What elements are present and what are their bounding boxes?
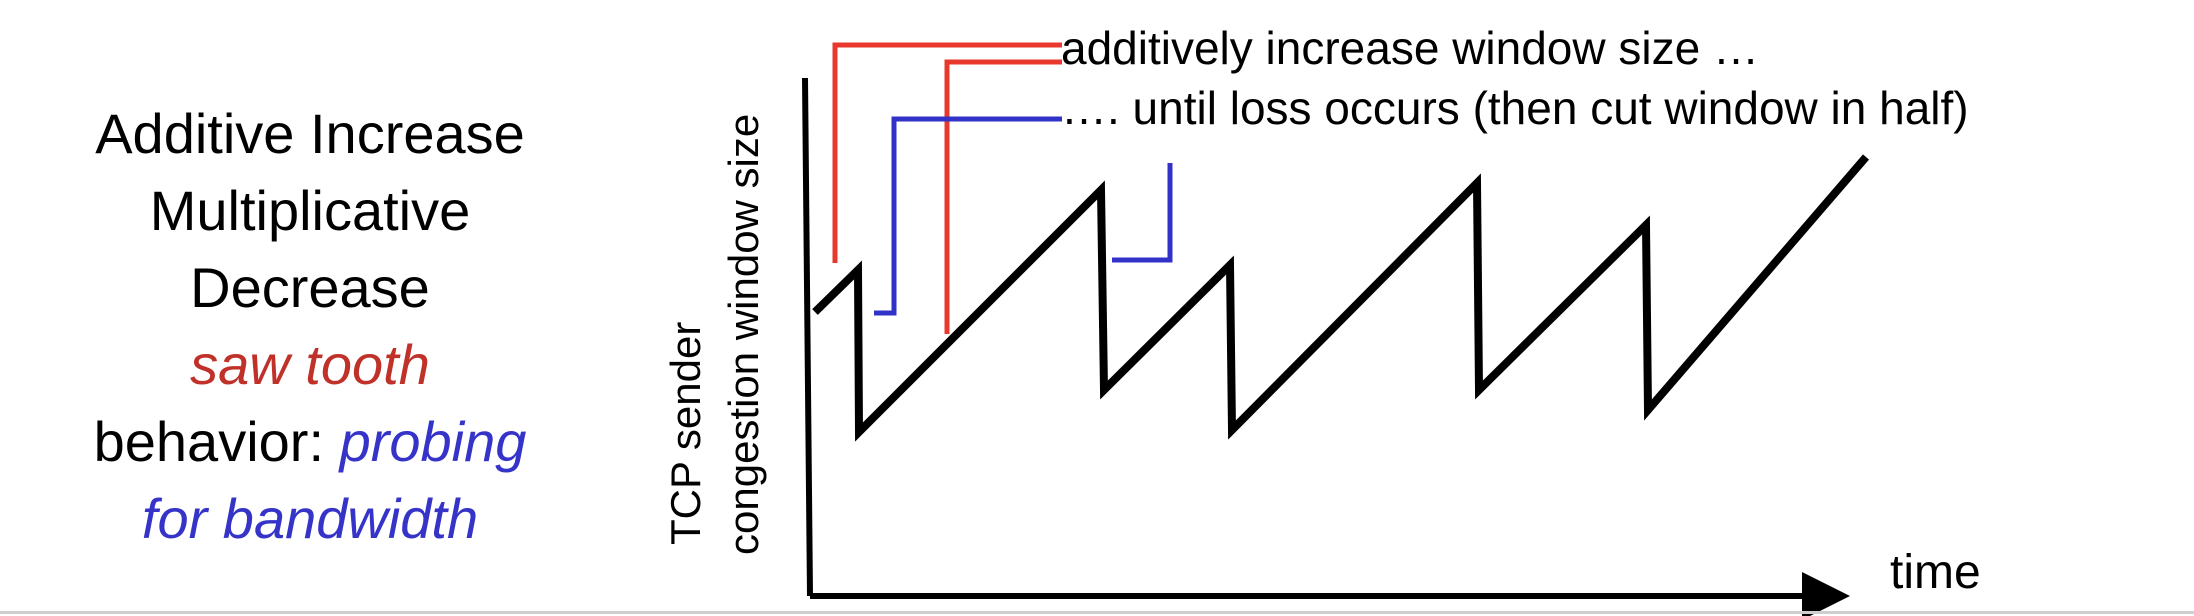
- loss-bracket-2: [1112, 163, 1173, 263]
- probing-label: probing: [339, 410, 527, 473]
- x-axis-label: time: [1890, 546, 1981, 599]
- behavior-prefix: behavior:: [93, 410, 340, 473]
- saw-tooth-label: saw tooth: [190, 333, 430, 396]
- loss-annotation: …. until loss occurs (then cut window in…: [1061, 82, 1969, 134]
- y-axis: [802, 77, 813, 597]
- congestion-window-curve: [812, 154, 1870, 442]
- loss-bracket-1: [874, 116, 1062, 316]
- y-axis-label-line-2: congestion window size: [720, 114, 767, 555]
- title-line-1: Additive Increase: [95, 102, 525, 165]
- increase-bracket-1: [832, 42, 1062, 263]
- for-bandwidth-label: for bandwidth: [141, 487, 479, 550]
- y-axis-label-line-1: TCP sender: [662, 322, 709, 545]
- title-block: Additive Increase Multiplicative Decreas…: [0, 95, 620, 557]
- increase-annotation: additively increase window size …: [1061, 22, 1759, 74]
- bottom-divider: [0, 611, 2194, 614]
- title-line-3: Decrease: [190, 256, 430, 319]
- increase-bracket-2: [944, 59, 1062, 334]
- behavior-line: behavior: probing: [0, 403, 620, 480]
- title-line-2: Multiplicative: [149, 179, 471, 242]
